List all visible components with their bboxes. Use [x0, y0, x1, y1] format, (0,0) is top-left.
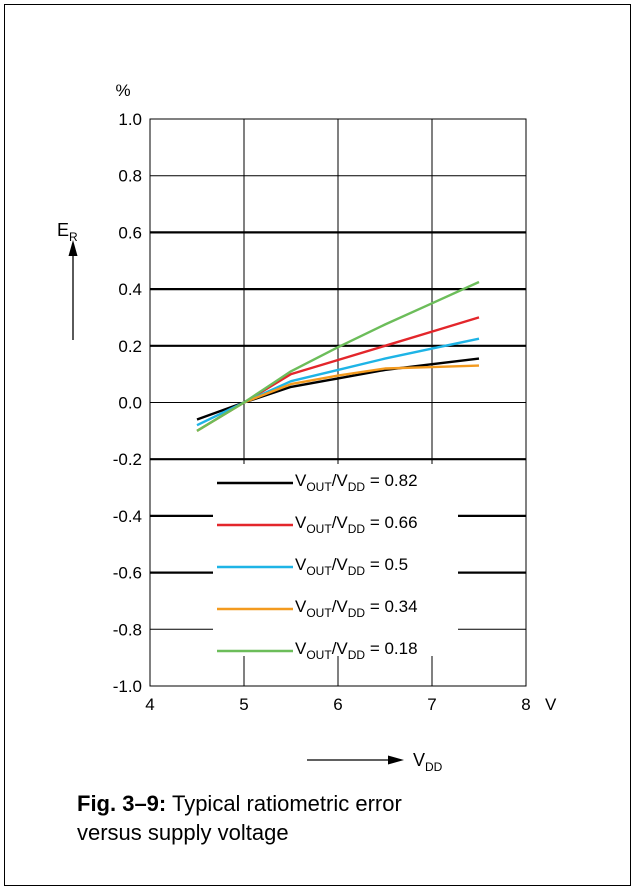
x-tick-label: 4 [145, 695, 154, 714]
series-line-5 [196, 280, 480, 432]
caption-line-2: versus supply voltage [77, 820, 289, 845]
axis-ticks: 1.0 0.8 0.6 0.4 0.2 0.0 -0.2 -0.4 -0.6 -0.8 -1.04 5… [113, 110, 531, 714]
caption-line-1: Typical ratiometric error [166, 791, 402, 816]
x-tick-label: 5 [239, 695, 248, 714]
x-axis-arrowhead [388, 755, 404, 765]
legend: VOUT/VDD = 0.82 VOUT/VDD = 0.66 VOUT/VDD =… [213, 464, 458, 662]
y-tick-label: 0.0 [118, 394, 142, 413]
y-tick-label: -0.8 [113, 620, 142, 639]
legend-background [213, 464, 458, 656]
figure-caption: Fig. 3–9: Typical ratiometric error vers… [77, 789, 597, 847]
legend-label: VOUT/VDD = 0.18 [295, 639, 418, 662]
caption-figure-number: Fig. 3–9: [77, 791, 167, 816]
x-tick-label: 6 [333, 695, 342, 714]
x-tick-label: 8 [521, 695, 530, 714]
y-tick-label: -0.2 [113, 450, 142, 469]
legend-label: VOUT/VDD = 0.82 [295, 471, 418, 494]
x-tick-label: 7 [427, 695, 436, 714]
y-tick-label: -1.0 [113, 677, 142, 696]
y-axis-label: ER [57, 220, 78, 244]
legend-label: VOUT/VDD = 0.5 [295, 555, 408, 578]
y-tick-label: -0.6 [113, 564, 142, 583]
y-tick-label: 0.2 [118, 337, 142, 356]
y-tick-label: 0.4 [118, 280, 142, 299]
y-tick-label: 0.6 [118, 223, 142, 242]
legend-label: VOUT/VDD = 0.66 [295, 513, 418, 536]
x-axis-label: VDD [413, 750, 443, 774]
y-tick-label: -0.4 [113, 507, 142, 526]
y-axis-arrowhead [68, 240, 78, 256]
series-lines [196, 280, 480, 432]
y-tick-label: 1.0 [118, 110, 142, 129]
legend-label: VOUT/VDD = 0.34 [295, 597, 418, 620]
y-unit-label: % [115, 81, 130, 100]
y-tick-label: 0.8 [118, 167, 142, 186]
figure-frame [4, 4, 631, 886]
x-unit-label: V [545, 695, 557, 714]
plot-border [149, 118, 527, 687]
